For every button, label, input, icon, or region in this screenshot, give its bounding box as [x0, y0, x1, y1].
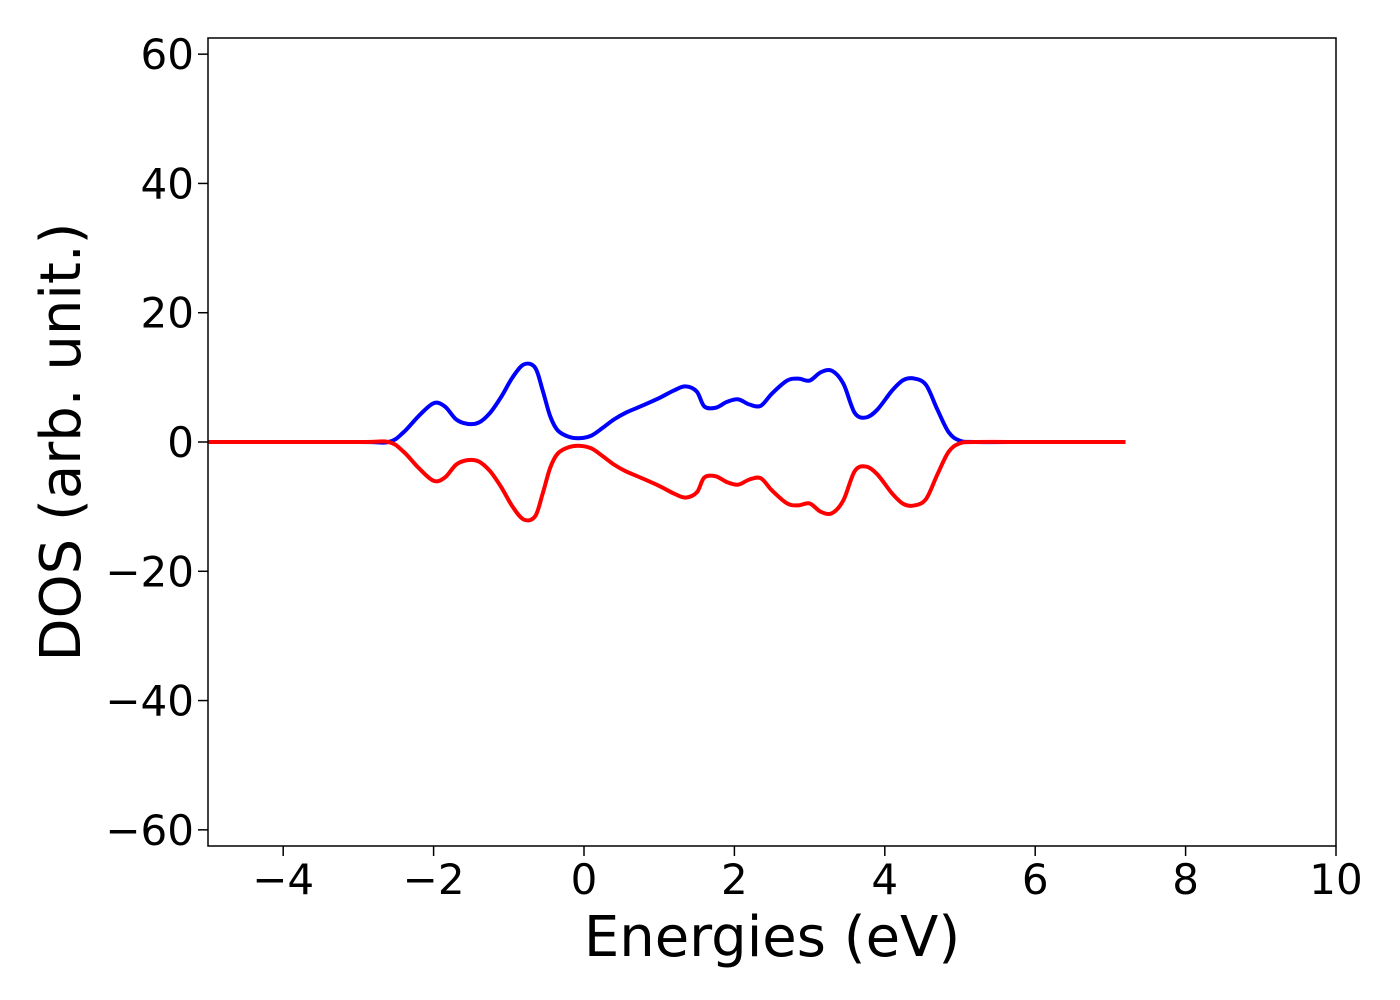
plot-area: [208, 38, 1336, 846]
x-tick-label: −4: [252, 855, 314, 904]
x-tick-label: 10: [1309, 855, 1362, 904]
dos-series-line-spin-down: [208, 439, 1126, 523]
y-tick-label: 0: [167, 418, 194, 467]
x-tick-label: 8: [1172, 855, 1199, 904]
x-axis-label: Energies (eV): [584, 905, 960, 970]
x-tick-label: 6: [1022, 855, 1049, 904]
y-axis-ticks: 60 40 20 0 −20 −40 −60: [105, 30, 208, 855]
y-tick-label: −20: [105, 547, 194, 596]
x-tick-label: −2: [403, 855, 465, 904]
x-axis-ticks: −4 −2 0 2 4 6 8 10: [252, 846, 1363, 904]
y-tick-label: −40: [105, 677, 194, 726]
y-tick-label: 20: [141, 289, 194, 338]
y-axis-label: DOS (arb. unit.): [29, 222, 94, 661]
x-tick-label: 0: [571, 855, 598, 904]
dos-series-line-spin-up: [208, 361, 1126, 445]
y-tick-label: −60: [105, 806, 194, 855]
y-tick-label: 40: [141, 159, 194, 208]
y-tick-label: 60: [141, 30, 194, 79]
x-tick-label: 2: [721, 855, 748, 904]
series-layer: [208, 361, 1126, 523]
x-tick-label: 4: [871, 855, 898, 904]
